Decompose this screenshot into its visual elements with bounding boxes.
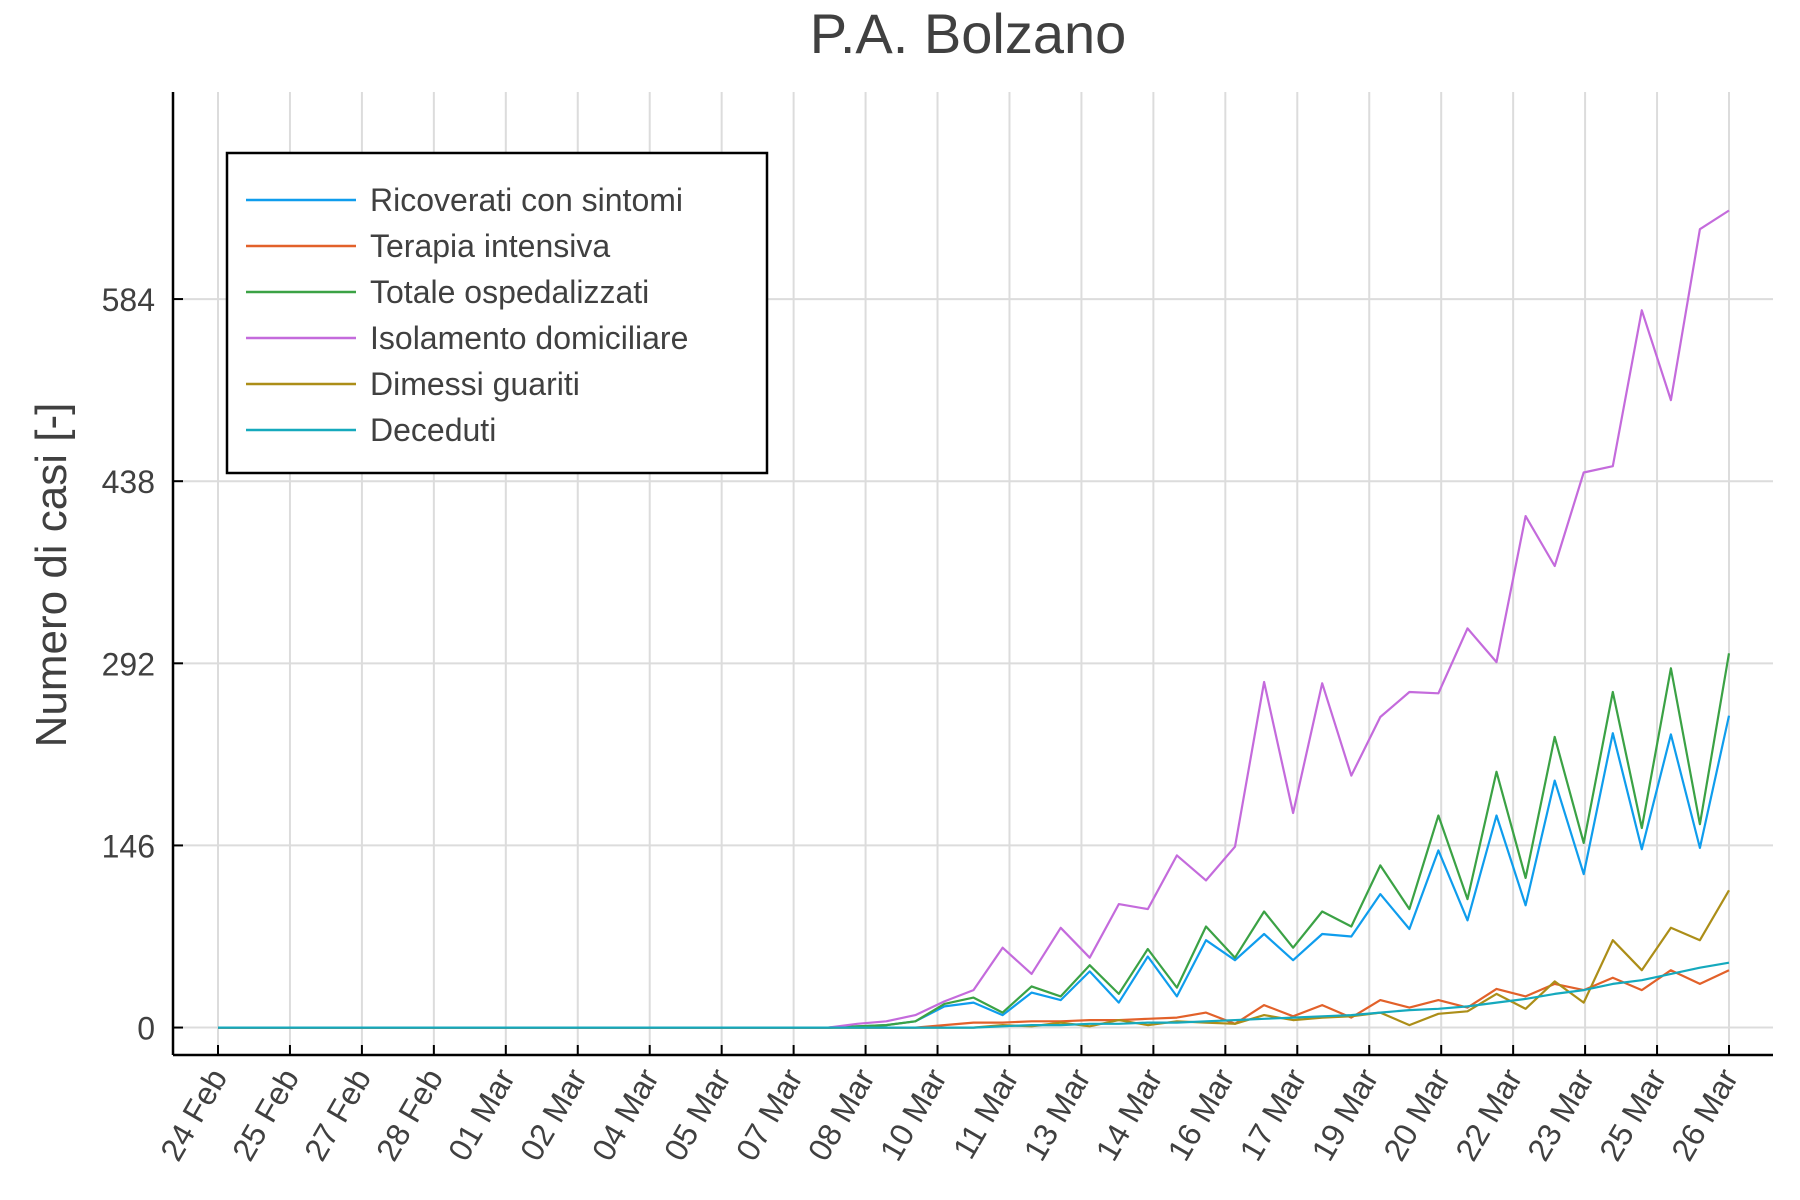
legend-label: Terapia intensiva xyxy=(370,228,610,264)
x-tick-label: 08 Mar xyxy=(801,1062,882,1167)
x-tick-label: 28 Feb xyxy=(369,1063,450,1167)
chart-title: P.A. Bolzano xyxy=(810,2,1127,65)
y-tick-label: 584 xyxy=(102,282,155,318)
x-tick-label: 22 Mar xyxy=(1448,1062,1529,1167)
legend-label: Deceduti xyxy=(370,412,496,448)
x-tick-label: 23 Mar xyxy=(1520,1062,1601,1167)
x-tick-label: 05 Mar xyxy=(657,1062,738,1167)
legend-label: Dimessi guariti xyxy=(370,366,580,402)
x-tick-label: 17 Mar xyxy=(1232,1062,1313,1167)
legend: Ricoverati con sintomi Terapia intensiva T… xyxy=(225,151,769,475)
y-tick-label: 438 xyxy=(102,464,155,500)
x-tick-label: 11 Mar xyxy=(946,1062,1026,1164)
x-tick-label: 26 Mar xyxy=(1664,1062,1745,1167)
x-tick-label: 07 Mar xyxy=(729,1062,810,1167)
y-tick-label: 292 xyxy=(102,646,155,682)
series-layer xyxy=(218,209,1731,1029)
x-tick-label: 25 Mar xyxy=(1592,1062,1673,1167)
x-tick-label: 16 Mar xyxy=(1160,1062,1241,1167)
x-tick-label: 04 Mar xyxy=(585,1062,666,1167)
x-tick-label: 10 Mar xyxy=(873,1062,954,1167)
x-tick-label: 20 Mar xyxy=(1376,1062,1457,1167)
legend-label: Ricoverati con sintomi xyxy=(370,182,683,218)
x-tick-label: 19 Mar xyxy=(1304,1062,1385,1167)
legend-box xyxy=(225,151,769,475)
series-line-5 xyxy=(218,889,1730,1029)
y-tick-label: 0 xyxy=(137,1011,155,1047)
x-tick-label: 24 Feb xyxy=(153,1063,234,1167)
series-line-3 xyxy=(218,653,1731,1029)
x-tick-label: 14 Mar xyxy=(1088,1062,1169,1167)
y-axis-label: Numero di casi [-] xyxy=(27,403,76,748)
x-tick-label: 25 Feb xyxy=(225,1063,306,1167)
series-line-2 xyxy=(218,969,1730,1029)
y-tick-label: 146 xyxy=(102,828,155,864)
x-tick-label: 27 Feb xyxy=(297,1063,378,1167)
x-tick-label: 02 Mar xyxy=(513,1062,594,1167)
x-tick-label: 13 Mar xyxy=(1017,1062,1098,1167)
series-line-1 xyxy=(218,715,1731,1029)
x-tick-label: 01 Mar xyxy=(441,1062,522,1167)
legend-label: Totale ospedalizzati xyxy=(370,274,649,310)
legend-label: Isolamento domiciliare xyxy=(370,320,688,356)
series-line-6 xyxy=(218,961,1730,1029)
